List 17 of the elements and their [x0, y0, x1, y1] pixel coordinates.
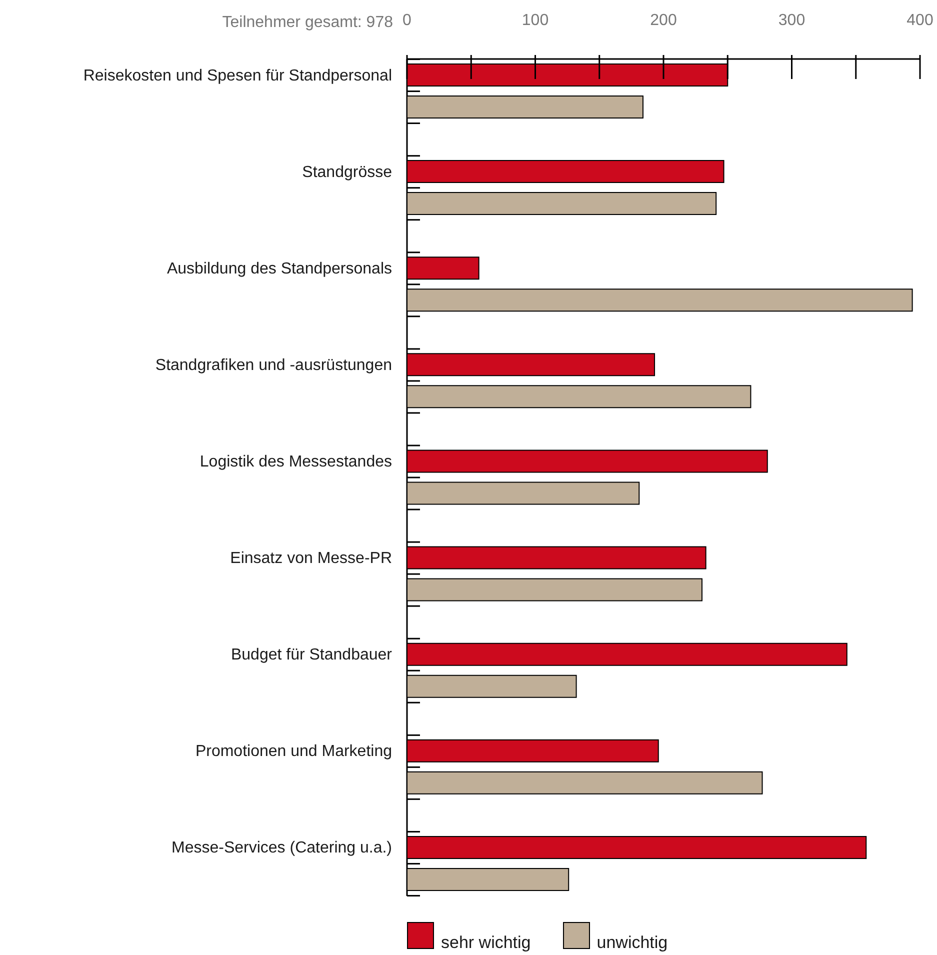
x-tick-label: 0 [402, 12, 412, 29]
y-tick-label: Promotionen und Marketing [195, 742, 392, 760]
note: Teilnehmer gesamt: 978 [222, 14, 393, 32]
x-tick-label: 200 [650, 12, 677, 29]
legend-label: sehr wichtig [441, 933, 531, 952]
y-tick-label: Einsatz von Messe-PR [230, 550, 392, 567]
y-tick-label: Messe-Services (Catering u.a.) [171, 839, 392, 856]
y-tick-label: Budget für Standbauer [230, 646, 393, 664]
legend-label: unwichtig [596, 933, 668, 952]
y-tick-label: Standgrösse [302, 163, 392, 180]
y-tick-label: Ausbildung des Standpersonals [166, 260, 392, 277]
x-tick-label: 300 [778, 12, 806, 29]
x-tick-label: 100 [522, 12, 549, 29]
y-tick-label: Standgrafiken und -ausrüstungen [155, 356, 392, 374]
x-tick-label: 400 [906, 12, 934, 29]
y-tick-label: Reisekosten und Spesen für Standpersonal [83, 66, 392, 84]
y-tick-label: Logistik des Messestandes [200, 453, 392, 470]
